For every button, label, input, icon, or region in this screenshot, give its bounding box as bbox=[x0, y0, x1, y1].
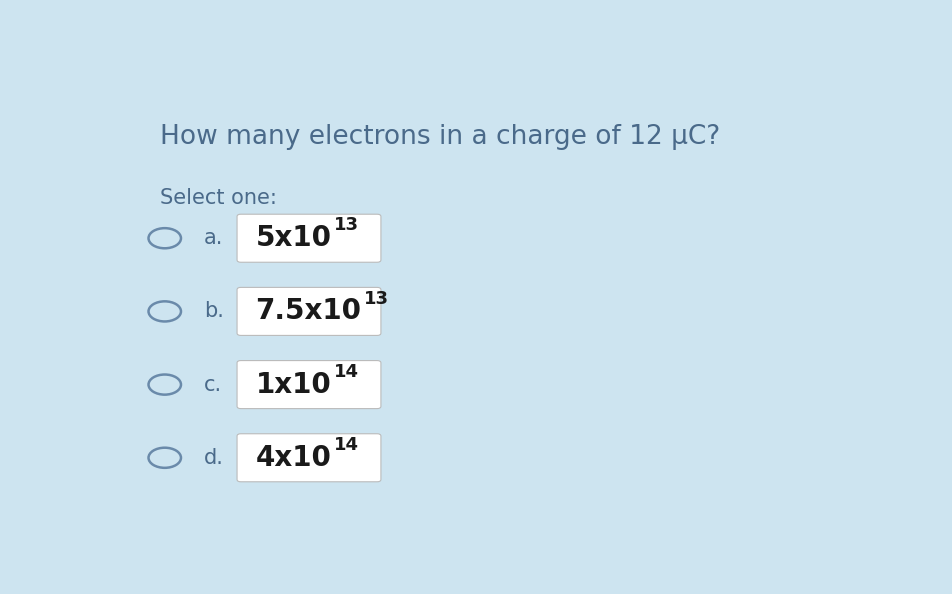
FancyBboxPatch shape bbox=[237, 361, 381, 409]
Text: 7.5x10: 7.5x10 bbox=[255, 298, 362, 326]
Text: 1x10: 1x10 bbox=[255, 371, 331, 399]
FancyBboxPatch shape bbox=[237, 434, 381, 482]
FancyBboxPatch shape bbox=[237, 214, 381, 262]
Text: 14: 14 bbox=[333, 436, 359, 454]
Text: How many electrons in a charge of 12 μC?: How many electrons in a charge of 12 μC? bbox=[160, 124, 720, 150]
FancyBboxPatch shape bbox=[237, 287, 381, 336]
Text: a.: a. bbox=[204, 228, 223, 248]
Text: 14: 14 bbox=[333, 363, 359, 381]
Text: 5x10: 5x10 bbox=[255, 224, 331, 252]
Text: 13: 13 bbox=[334, 216, 359, 235]
Text: c.: c. bbox=[204, 375, 222, 394]
Text: b.: b. bbox=[204, 301, 224, 321]
Text: d.: d. bbox=[204, 448, 224, 467]
Text: 4x10: 4x10 bbox=[255, 444, 331, 472]
Text: Select one:: Select one: bbox=[160, 188, 276, 208]
Text: 13: 13 bbox=[364, 290, 388, 308]
